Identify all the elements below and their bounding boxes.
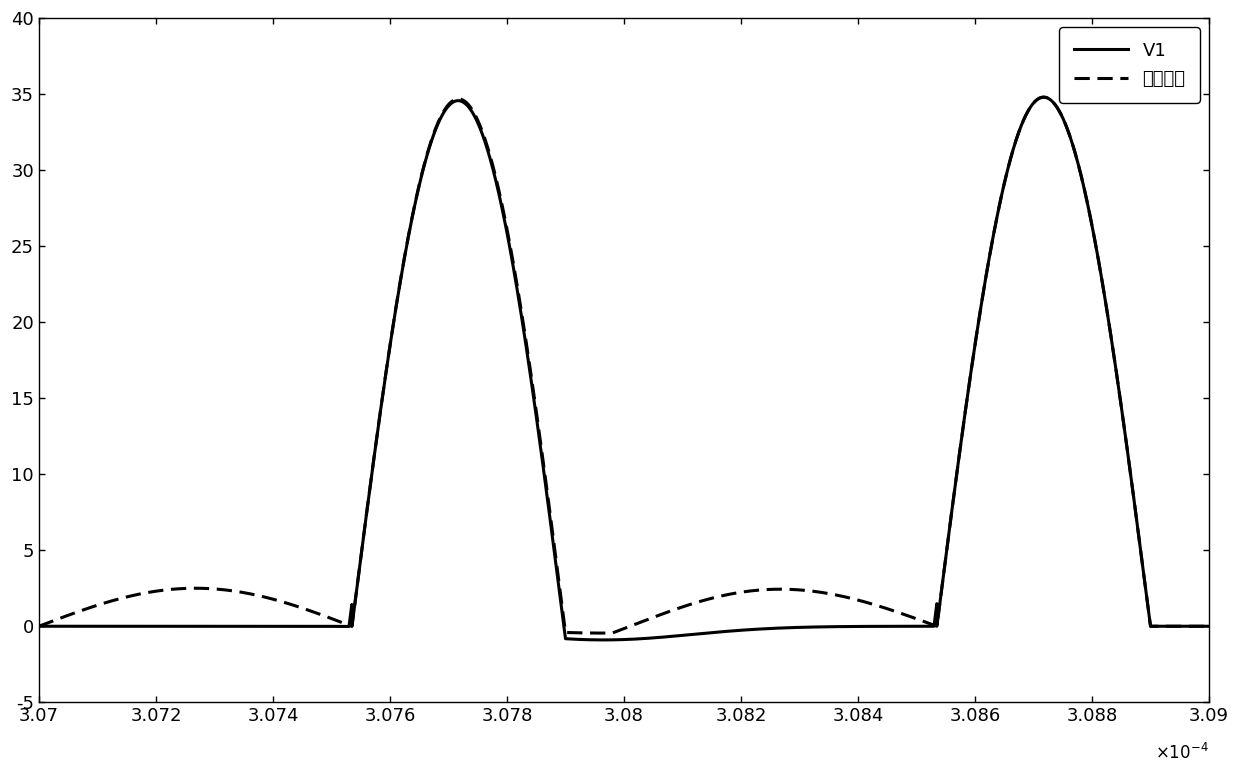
V1 — [596, 635, 611, 644]
开关电流 — [31, 621, 46, 631]
开关电流 — [1037, 92, 1052, 102]
开关电流 — [961, 381, 976, 391]
Line: V1: V1 — [38, 97, 1209, 640]
V1 — [1202, 621, 1216, 631]
开关电流 — [775, 584, 790, 594]
V1 — [31, 621, 46, 631]
V1 — [724, 627, 739, 636]
开关电流 — [1202, 621, 1216, 631]
V1 — [455, 97, 470, 106]
V1 — [899, 621, 914, 631]
Legend: V1, 开关电流: V1, 开关电流 — [1059, 27, 1200, 103]
V1 — [91, 621, 105, 631]
开关电流 — [724, 589, 739, 598]
Text: $\times10^{-4}$: $\times10^{-4}$ — [1156, 744, 1209, 764]
V1 — [1037, 92, 1052, 102]
开关电流 — [91, 601, 105, 610]
V1 — [961, 381, 976, 391]
V1 — [775, 624, 790, 633]
开关电流 — [899, 611, 914, 620]
开关电流 — [455, 95, 470, 105]
Line: 开关电流: 开关电流 — [38, 97, 1209, 633]
开关电流 — [596, 628, 611, 638]
